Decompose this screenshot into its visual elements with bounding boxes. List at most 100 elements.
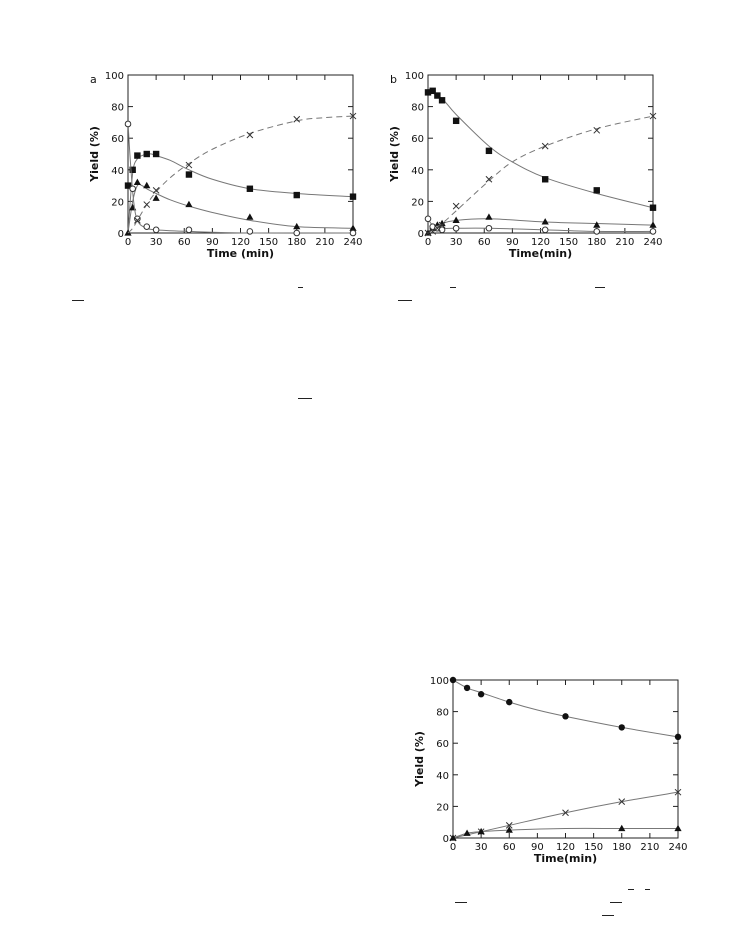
x-tick-label: 150 — [259, 237, 278, 248]
x-tick-label: 120 — [556, 842, 575, 853]
series-0 — [424, 87, 657, 211]
x-axis-label: Time(min) — [509, 247, 572, 260]
caption-fragment — [610, 902, 622, 903]
y-axis-label: Yield (%) — [88, 126, 101, 183]
series-3 — [424, 112, 657, 237]
series-line — [127, 115, 354, 234]
x-tick-label: 150 — [584, 842, 603, 853]
data-point — [674, 788, 682, 796]
data-point — [185, 226, 193, 234]
caption-fragment — [72, 300, 84, 301]
data-point — [649, 204, 657, 211]
data-point — [424, 89, 432, 96]
y-axis-label: Yield (%) — [388, 126, 401, 183]
x-tick-label: 60 — [478, 237, 491, 248]
data-point — [143, 181, 151, 189]
y-tick-label: 100 — [405, 71, 424, 82]
data-point — [424, 215, 432, 223]
x-tick-label: 240 — [643, 237, 662, 248]
data-point — [424, 229, 432, 237]
data-point — [349, 224, 357, 231]
series-2 — [124, 120, 357, 237]
x-axis-label: Time(min) — [534, 852, 597, 865]
series-0 — [449, 676, 682, 741]
data-point — [246, 185, 254, 192]
data-point — [477, 827, 485, 835]
data-point — [505, 826, 513, 833]
data-point — [593, 126, 601, 134]
data-point — [452, 216, 460, 223]
data-point — [134, 215, 141, 223]
x-tick-label: 240 — [668, 842, 687, 853]
data-point — [185, 171, 193, 178]
data-point — [477, 691, 485, 698]
plot-frame — [427, 74, 654, 234]
x-tick-label: 90 — [506, 237, 519, 248]
data-point — [124, 182, 132, 189]
data-point — [133, 178, 141, 186]
data-point — [246, 131, 254, 139]
data-point — [485, 175, 493, 183]
chart-b: 0 20 40 60 80 100 0 30 60 90 120 150 180 210 240 Time(m… — [388, 71, 663, 260]
caption-fragment — [450, 287, 456, 288]
data-point — [618, 724, 625, 731]
data-point — [134, 152, 141, 159]
x-tick-label: 30 — [150, 237, 163, 248]
x-tick-label: 210 — [615, 237, 634, 248]
x-tick-label: 210 — [315, 237, 334, 248]
series-3 — [127, 112, 357, 234]
data-point — [152, 226, 160, 234]
y-tick-label: 60 — [411, 134, 424, 145]
data-point — [649, 112, 657, 120]
data-point — [143, 201, 151, 208]
plot-frame — [127, 74, 354, 234]
x-tick-label: 180 — [287, 237, 306, 248]
data-point — [438, 97, 446, 104]
y-axis-label: Yield (%) — [413, 731, 426, 788]
y-tick-label: 40 — [436, 771, 449, 782]
series-line — [427, 218, 654, 233]
series-line — [127, 183, 354, 234]
data-point — [463, 684, 471, 692]
x-tick-label: 90 — [206, 237, 219, 248]
plot-frame — [452, 679, 679, 839]
data-point — [438, 226, 446, 234]
data-point — [143, 150, 150, 158]
caption-fragment — [298, 398, 312, 399]
data-point — [349, 229, 357, 237]
data-point — [485, 147, 493, 155]
data-point — [293, 191, 300, 199]
x-tick-label: 60 — [178, 237, 191, 248]
data-point — [349, 112, 357, 120]
data-point — [129, 185, 136, 193]
data-point — [449, 676, 457, 684]
data-point — [152, 194, 160, 201]
x-axis-label: Time (min) — [207, 247, 274, 260]
caption-fragment — [628, 889, 634, 890]
y-tick-label: 40 — [411, 166, 424, 177]
data-point — [562, 809, 569, 817]
data-point — [293, 229, 301, 237]
data-point — [449, 834, 457, 841]
data-point — [593, 221, 601, 228]
data-point — [541, 226, 549, 234]
x-tick-label: 180 — [587, 237, 606, 248]
data-point — [463, 829, 471, 836]
y-tick-label: 20 — [411, 197, 424, 208]
data-point — [618, 824, 626, 832]
series-1 — [124, 178, 357, 236]
data-point — [349, 193, 357, 200]
y-tick-label: 80 — [411, 103, 424, 114]
data-point — [152, 186, 160, 194]
caption-fragment — [298, 287, 303, 288]
y-tick-label: 40 — [111, 166, 124, 177]
y-tick-label: 80 — [111, 103, 124, 114]
data-point — [593, 228, 601, 235]
data-point — [674, 824, 682, 832]
panel-label: a — [90, 73, 97, 86]
chart-a: 0 20 40 60 80 100 0 30 60 90 120 150 180 210 240 Time (… — [88, 71, 363, 260]
data-point — [618, 798, 626, 806]
y-tick-label: 0 — [118, 229, 124, 240]
data-point — [505, 822, 513, 829]
y-tick-label: 0 — [443, 834, 449, 845]
